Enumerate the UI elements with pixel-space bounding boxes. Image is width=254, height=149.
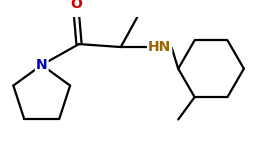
Text: HN: HN <box>147 40 170 54</box>
Text: N: N <box>36 58 47 72</box>
Text: O: O <box>70 0 82 11</box>
